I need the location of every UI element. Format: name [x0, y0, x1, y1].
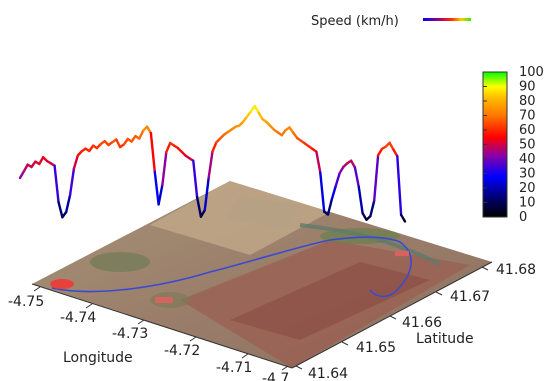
speed-segment — [349, 159, 357, 169]
speed-segment — [207, 150, 214, 179]
y-ticks — [295, 266, 489, 370]
speed-segment — [138, 129, 145, 140]
speed-segment — [338, 165, 345, 175]
speed-segment — [399, 213, 407, 223]
speed-segment — [211, 141, 218, 153]
x-ticks — [33, 286, 289, 371]
speed-segment — [257, 111, 264, 121]
colorbar-tick-label: 0 — [519, 210, 527, 225]
x-axis-label: Longitude — [63, 350, 133, 366]
colorbar-tick-label: 10 — [519, 196, 536, 211]
speed-segment — [18, 170, 26, 180]
speed-segment — [326, 197, 334, 216]
x-tick-label: -4.74 — [60, 310, 96, 326]
y-tick-label: 41.68 — [496, 262, 536, 278]
axes — [31, 261, 493, 369]
colorbar-tick-label: 60 — [519, 123, 536, 138]
speed-segment — [64, 193, 72, 214]
speed-segment — [253, 104, 260, 114]
colorbar-tick-label: 70 — [519, 109, 536, 124]
y-tick-label: 41.66 — [402, 315, 442, 331]
speed-segment — [149, 131, 157, 174]
speed-segment — [153, 170, 160, 206]
speed-segment — [388, 141, 395, 151]
speed-segment — [115, 138, 122, 149]
speed-segment — [319, 171, 326, 213]
speed-segment — [357, 185, 364, 215]
colorbar-tick-label: 100 — [519, 65, 544, 80]
y-tick-label: 41.64 — [308, 366, 348, 381]
speed-segment — [392, 148, 399, 158]
colorbar-tick-label: 80 — [519, 94, 536, 109]
speed-segment — [373, 154, 380, 202]
colorbar-tick-label: 50 — [519, 138, 536, 153]
speed-segment — [203, 176, 210, 212]
speed-segment — [334, 172, 341, 188]
x-tick-label: -4.72 — [164, 343, 200, 359]
speed-series — [18, 104, 407, 223]
speed-segment — [376, 147, 384, 157]
speed-segment — [145, 125, 153, 135]
colorbar-tick-label: 90 — [519, 80, 536, 95]
colorbar-tick-label: 40 — [519, 152, 536, 167]
x-tick-label: -4.7 — [262, 371, 289, 381]
speed-segment — [72, 154, 80, 170]
speed-segment — [192, 159, 199, 199]
x-tick-label: -4.73 — [112, 326, 148, 342]
speed-segment — [68, 167, 76, 197]
speed-segment — [315, 150, 322, 174]
speed-segment — [38, 156, 45, 166]
x-tick-label: -4.75 — [8, 294, 44, 310]
colorbar-tick-label: 30 — [519, 167, 536, 182]
speed-segment — [157, 183, 164, 206]
y-axis-label: Latitude — [416, 331, 474, 347]
y-tick-label: 41.67 — [450, 289, 490, 305]
speed-segment — [22, 163, 29, 173]
speed-segment — [330, 184, 337, 201]
speed-segment — [396, 154, 403, 217]
colorbar-tick-label: 20 — [519, 181, 536, 196]
speed-segment — [165, 141, 172, 154]
speed-segment — [195, 195, 203, 218]
speed-segment — [53, 164, 60, 204]
speed-segment — [361, 211, 368, 222]
y-tick-label: 41.65 — [356, 340, 396, 356]
legend: Speed (km/h) — [311, 14, 471, 29]
legend-swatch — [423, 18, 471, 21]
speed-segment — [199, 208, 207, 218]
map-plane — [32, 181, 492, 368]
speed-segment — [369, 199, 376, 218]
speed-segment — [353, 166, 360, 189]
speed-segment — [57, 200, 64, 219]
x-tick-label: -4.71 — [216, 360, 252, 376]
speed-segment — [161, 150, 168, 187]
legend-label: Speed (km/h) — [311, 14, 399, 29]
